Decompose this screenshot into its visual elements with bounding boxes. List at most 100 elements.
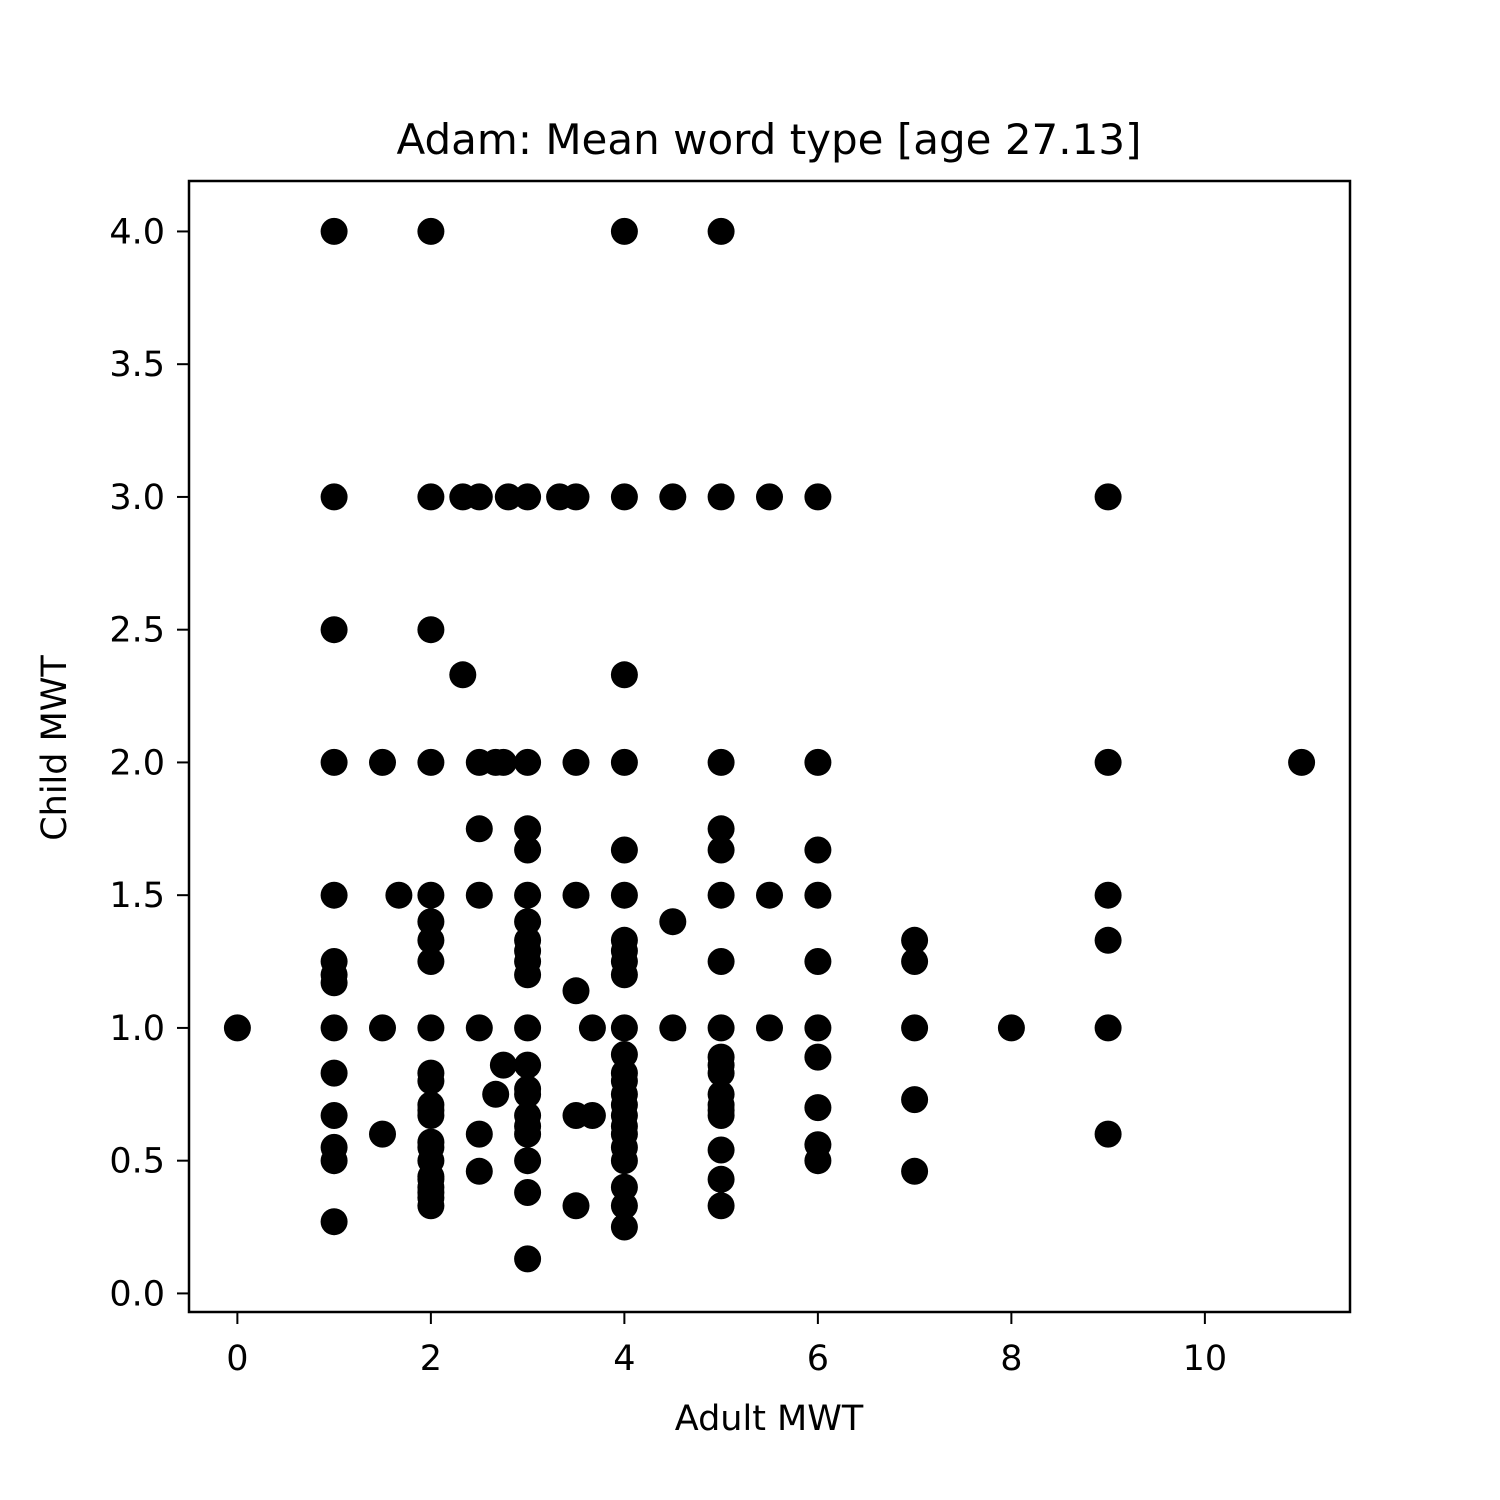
data-point [482, 1080, 510, 1108]
data-point [707, 1136, 735, 1164]
data-point [659, 908, 687, 936]
data-point [320, 748, 348, 776]
x-axis-label: Adult MWT [675, 1399, 864, 1439]
data-point [707, 1059, 735, 1087]
data-point [465, 1157, 493, 1185]
data-point [320, 1208, 348, 1236]
data-point [320, 1059, 348, 1087]
data-point [707, 948, 735, 975]
data-point [417, 1192, 445, 1220]
data-point [489, 1051, 517, 1079]
data-point [610, 1213, 638, 1241]
data-point [417, 616, 445, 644]
data-point [707, 217, 735, 245]
data-point [417, 948, 445, 975]
data-point [804, 1014, 832, 1042]
data-point [465, 1120, 493, 1148]
data-point [610, 836, 638, 864]
data-point [659, 1014, 687, 1042]
data-point [707, 1165, 735, 1193]
data-point [514, 1120, 542, 1148]
x-tick-label: 8 [1000, 1339, 1022, 1379]
data-point [756, 483, 783, 511]
data-point [707, 836, 735, 864]
data-point [320, 1102, 348, 1129]
data-point [997, 1014, 1025, 1042]
data-point [1094, 1120, 1122, 1148]
x-axis-ticks: 0 2 4 6 8 10 [226, 1312, 1227, 1379]
y-tick-label: 4.0 [109, 212, 165, 252]
data-point [514, 1014, 542, 1042]
data-point [320, 217, 348, 245]
data-point [562, 483, 590, 511]
data-point [804, 483, 832, 511]
data-point [707, 483, 735, 511]
data-point [320, 1147, 348, 1175]
data-point [562, 977, 590, 1005]
data-point [320, 969, 348, 997]
x-tick-label: 6 [807, 1339, 829, 1379]
data-point [514, 908, 542, 936]
data-point [610, 217, 638, 245]
data-point [465, 1014, 493, 1042]
data-point [514, 1051, 542, 1079]
data-point [514, 961, 542, 989]
data-point [707, 748, 735, 776]
data-point [804, 1043, 832, 1071]
data-point [514, 836, 542, 864]
data-point [562, 748, 590, 776]
data-point [369, 1120, 396, 1148]
y-tick-label: 3.5 [109, 345, 165, 385]
data-point [465, 483, 493, 511]
data-point [465, 815, 493, 843]
data-point [489, 748, 517, 776]
data-point [1094, 926, 1122, 954]
data-point [610, 1041, 638, 1068]
data-point [465, 881, 493, 909]
data-point [449, 661, 477, 689]
data-points [223, 217, 1316, 1273]
data-point [901, 926, 929, 954]
data-point [1094, 1014, 1122, 1042]
data-point [1094, 483, 1122, 511]
data-point [707, 881, 735, 909]
data-point [514, 815, 542, 843]
y-tick-label: 1.5 [109, 876, 165, 916]
data-point [417, 1014, 445, 1042]
data-point [707, 1102, 735, 1129]
data-point [756, 1014, 783, 1042]
data-point [659, 483, 687, 511]
data-point [707, 815, 735, 843]
data-point [610, 483, 638, 511]
data-point [610, 1147, 638, 1175]
y-tick-label: 2.5 [109, 611, 165, 651]
data-point [756, 881, 783, 909]
data-point [610, 881, 638, 909]
data-point [707, 1192, 735, 1220]
data-point [514, 1179, 542, 1206]
data-point [562, 881, 590, 909]
data-point [610, 661, 638, 689]
data-point [417, 926, 445, 954]
data-point [804, 948, 832, 975]
data-point [385, 881, 413, 909]
y-axis-ticks: 0.0 0.5 1.0 1.5 2.0 2.5 3.0 3.5 4.0 [109, 212, 189, 1314]
y-tick-label: 0.5 [109, 1142, 165, 1182]
data-point [417, 908, 445, 936]
data-point [1094, 881, 1122, 909]
data-point [514, 881, 542, 909]
data-point [320, 881, 348, 909]
y-axis-label: Child MWT [35, 655, 75, 841]
data-point [1094, 748, 1122, 776]
y-tick-label: 0.0 [109, 1274, 165, 1314]
data-point [804, 748, 832, 776]
data-point [417, 1102, 445, 1129]
data-point [417, 217, 445, 245]
plot-frame [187, 179, 1352, 1314]
data-point [901, 948, 929, 975]
data-point [320, 483, 348, 511]
data-point [804, 1147, 832, 1175]
data-point [514, 1080, 542, 1108]
chart-title: Adam: Mean word type [age 27.13] [397, 115, 1142, 164]
